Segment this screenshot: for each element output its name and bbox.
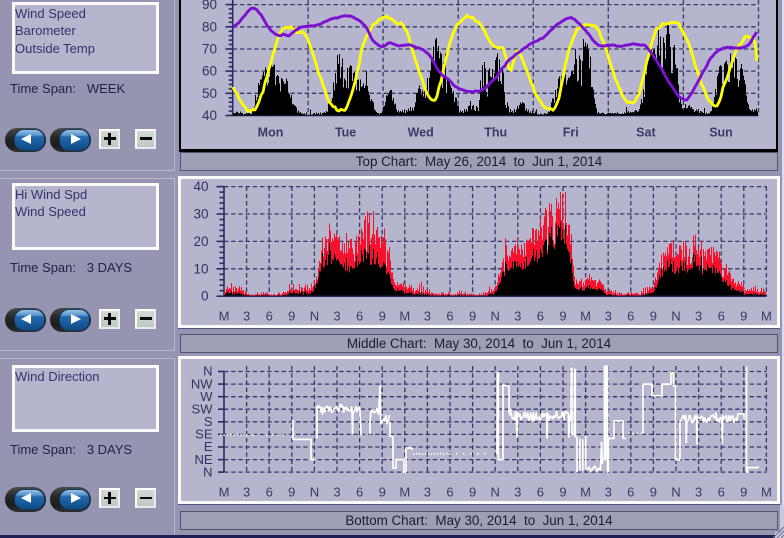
svg-text:N: N bbox=[491, 485, 500, 500]
svg-text:80: 80 bbox=[202, 19, 217, 34]
svg-text:Wed: Wed bbox=[408, 126, 434, 140]
svg-text:9: 9 bbox=[650, 309, 657, 324]
svg-text:N: N bbox=[671, 485, 680, 500]
svg-text:N: N bbox=[310, 309, 319, 324]
svg-text:6: 6 bbox=[537, 485, 544, 500]
svg-text:3: 3 bbox=[514, 309, 521, 324]
svg-text:M: M bbox=[761, 309, 772, 324]
svg-text:6: 6 bbox=[627, 485, 634, 500]
svg-text:3: 3 bbox=[514, 485, 521, 500]
svg-text:Sat: Sat bbox=[636, 126, 656, 140]
svg-text:N: N bbox=[310, 485, 319, 500]
svg-text:6: 6 bbox=[537, 309, 544, 324]
svg-text:9: 9 bbox=[469, 309, 476, 324]
svg-text:60: 60 bbox=[202, 64, 217, 79]
svg-text:N: N bbox=[491, 309, 500, 324]
svg-text:9: 9 bbox=[559, 309, 566, 324]
svg-text:3: 3 bbox=[605, 309, 612, 324]
svg-text:3: 3 bbox=[243, 485, 250, 500]
svg-text:SE: SE bbox=[195, 427, 213, 442]
svg-text:NW: NW bbox=[191, 376, 213, 391]
svg-text:6: 6 bbox=[718, 485, 725, 500]
svg-text:9: 9 bbox=[740, 309, 747, 324]
svg-text:6: 6 bbox=[266, 309, 273, 324]
svg-text:6: 6 bbox=[446, 309, 453, 324]
svg-text:20: 20 bbox=[193, 234, 208, 249]
svg-text:3: 3 bbox=[695, 309, 702, 324]
svg-text:E: E bbox=[204, 439, 213, 454]
svg-text:M: M bbox=[399, 309, 410, 324]
svg-text:W: W bbox=[200, 389, 213, 404]
svg-text:3: 3 bbox=[424, 309, 431, 324]
svg-text:M: M bbox=[761, 485, 772, 500]
svg-text:9: 9 bbox=[740, 485, 747, 500]
svg-text:6: 6 bbox=[266, 485, 273, 500]
svg-text:10: 10 bbox=[193, 261, 208, 276]
svg-text:N: N bbox=[671, 309, 680, 324]
svg-text:Sun: Sun bbox=[709, 126, 733, 140]
svg-text:3: 3 bbox=[333, 309, 340, 324]
svg-text:6: 6 bbox=[627, 309, 634, 324]
svg-text:70: 70 bbox=[202, 42, 217, 57]
svg-text:Fri: Fri bbox=[563, 126, 579, 140]
svg-text:3: 3 bbox=[424, 485, 431, 500]
svg-text:6: 6 bbox=[446, 485, 453, 500]
svg-text:3: 3 bbox=[695, 485, 702, 500]
svg-text:9: 9 bbox=[559, 485, 566, 500]
svg-text:9: 9 bbox=[469, 485, 476, 500]
svg-text:40: 40 bbox=[202, 108, 217, 123]
svg-text:9: 9 bbox=[650, 485, 657, 500]
svg-text:6: 6 bbox=[718, 309, 725, 324]
svg-text:Tue: Tue bbox=[335, 126, 356, 140]
svg-text:0: 0 bbox=[201, 289, 209, 304]
svg-text:N: N bbox=[203, 364, 212, 379]
svg-text:3: 3 bbox=[605, 485, 612, 500]
svg-text:3: 3 bbox=[243, 309, 250, 324]
svg-text:S: S bbox=[204, 414, 213, 429]
svg-text:40: 40 bbox=[193, 179, 208, 194]
svg-text:3: 3 bbox=[333, 485, 340, 500]
svg-text:M: M bbox=[580, 309, 591, 324]
svg-text:Mon: Mon bbox=[258, 126, 284, 140]
svg-text:90: 90 bbox=[202, 0, 217, 12]
svg-text:NE: NE bbox=[194, 452, 212, 467]
svg-text:M: M bbox=[399, 485, 410, 500]
svg-text:9: 9 bbox=[379, 485, 386, 500]
svg-text:SW: SW bbox=[192, 401, 214, 416]
svg-text:M: M bbox=[580, 485, 591, 500]
svg-text:Thu: Thu bbox=[484, 126, 507, 140]
svg-text:6: 6 bbox=[356, 485, 363, 500]
svg-text:50: 50 bbox=[202, 86, 217, 101]
svg-text:9: 9 bbox=[288, 485, 295, 500]
svg-text:M: M bbox=[219, 485, 230, 500]
svg-text:N: N bbox=[203, 464, 212, 479]
svg-text:6: 6 bbox=[356, 309, 363, 324]
svg-text:30: 30 bbox=[193, 207, 208, 222]
svg-text:M: M bbox=[219, 309, 230, 324]
svg-text:9: 9 bbox=[288, 309, 295, 324]
svg-text:9: 9 bbox=[379, 309, 386, 324]
